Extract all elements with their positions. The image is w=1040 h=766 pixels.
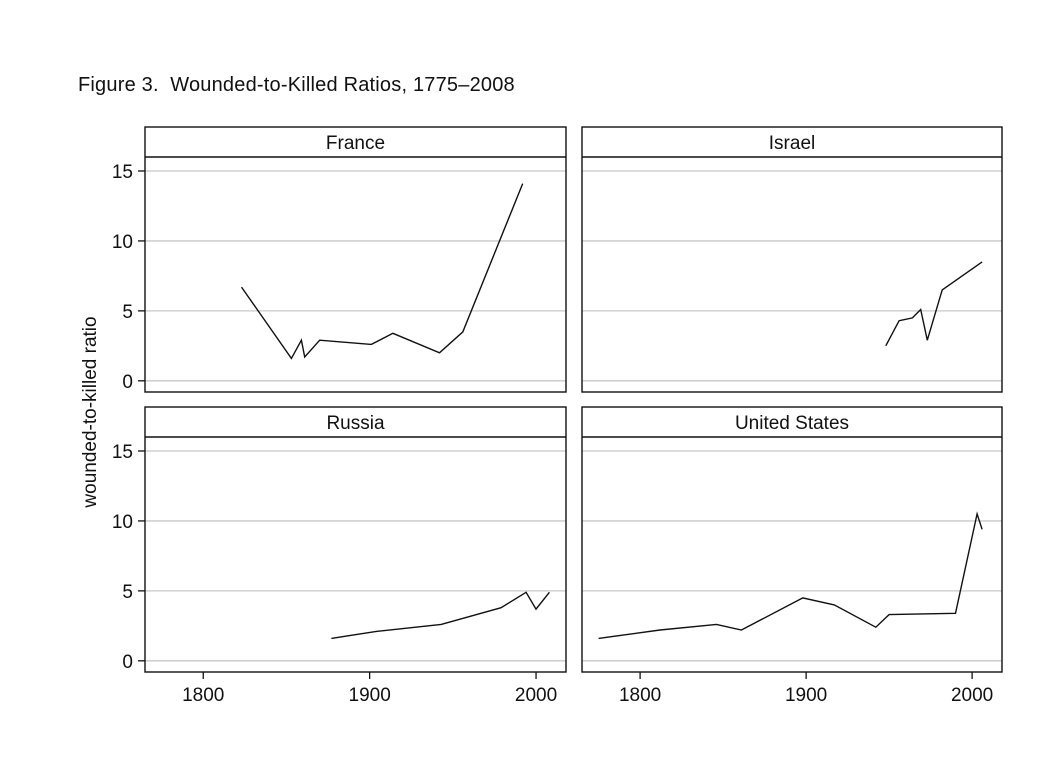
panel-title-france: France xyxy=(326,133,385,154)
y-tick-label-france-10: 10 xyxy=(112,232,133,253)
panel-title-israel: Israel xyxy=(769,133,815,154)
figure-title: Figure 3. Wounded-to-Killed Ratios, 1775… xyxy=(78,74,515,96)
panel-frame-russia xyxy=(144,406,567,673)
series-line-united-states xyxy=(598,511,983,640)
x-tick-label-united-states-1900: 1900 xyxy=(785,685,827,706)
y-tick-label-russia-15: 15 xyxy=(112,442,133,463)
series-line-russia xyxy=(331,591,550,640)
x-tick-label-russia-1900: 1900 xyxy=(349,685,391,706)
y-tick-label-france-5: 5 xyxy=(122,302,133,323)
panel-title-russia: Russia xyxy=(326,413,385,434)
panel-frame-israel xyxy=(581,126,1003,393)
x-tick-label-united-states-1800: 1800 xyxy=(619,685,661,706)
x-tick-label-united-states-2000: 2000 xyxy=(951,685,993,706)
series-line-israel xyxy=(885,261,983,347)
panel-frame-united-states xyxy=(581,406,1003,673)
panel-title-united-states: United States xyxy=(735,413,849,434)
series-line-france xyxy=(240,183,524,360)
y-tick-label-france-0: 0 xyxy=(122,372,133,393)
x-tick-label-russia-2000: 2000 xyxy=(515,685,557,706)
x-tick-label-russia-1800: 1800 xyxy=(182,685,224,706)
y-axis-label: wounded-to-killed ratio xyxy=(80,316,101,508)
panel-frame-france xyxy=(144,126,567,393)
y-tick-label-france-15: 15 xyxy=(112,162,133,183)
y-tick-label-russia-5: 5 xyxy=(122,582,133,603)
y-tick-label-russia-10: 10 xyxy=(112,512,133,533)
y-tick-label-russia-0: 0 xyxy=(122,652,133,673)
